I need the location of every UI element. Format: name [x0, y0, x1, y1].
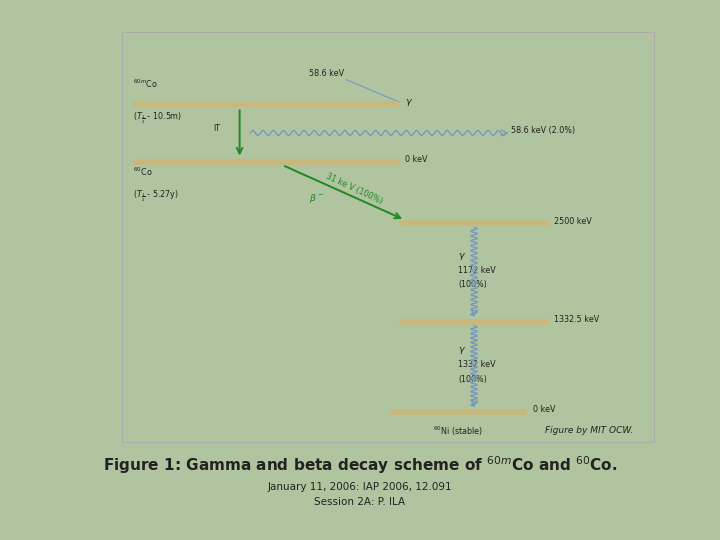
Text: Figure by MIT OCW.: Figure by MIT OCW.	[545, 426, 634, 435]
Text: 58.6 keV (2.0%): 58.6 keV (2.0%)	[511, 126, 575, 136]
Text: (100%): (100%)	[458, 375, 487, 384]
Text: $(T_{\frac{1}{2}}$ - 10.5m): $(T_{\frac{1}{2}}$ - 10.5m)	[133, 110, 182, 126]
Text: 0 keV: 0 keV	[533, 406, 555, 415]
Text: January 11, 2006: IAP 2006, 12.091: January 11, 2006: IAP 2006, 12.091	[268, 482, 452, 492]
Text: $^{60}$Ni (stable): $^{60}$Ni (stable)	[433, 424, 483, 438]
Text: Figure 1: Gamma and beta decay scheme of $^{60m}$Co and $^{60}$Co.: Figure 1: Gamma and beta decay scheme of…	[103, 455, 617, 476]
Text: $\beta^-$: $\beta^-$	[309, 192, 324, 205]
Text: 1332 keV: 1332 keV	[458, 360, 495, 369]
Text: 58.6 keV: 58.6 keV	[309, 69, 344, 78]
Text: (100%): (100%)	[458, 280, 487, 289]
Text: $^{60m}$Co: $^{60m}$Co	[133, 77, 158, 90]
Text: 0 keV: 0 keV	[405, 155, 427, 164]
Text: Session 2A: P. ILA: Session 2A: P. ILA	[315, 497, 405, 507]
Text: 31 ke V (100%): 31 ke V (100%)	[325, 172, 384, 206]
Text: 1332.5 keV: 1332.5 keV	[554, 315, 599, 324]
Text: 1172 keV: 1172 keV	[458, 266, 496, 275]
Text: IT: IT	[213, 124, 220, 133]
Text: $(T_{\frac{1}{2}}$ - 5.27y): $(T_{\frac{1}{2}}$ - 5.27y)	[133, 188, 179, 204]
Text: $\gamma$: $\gamma$	[458, 251, 466, 261]
Text: 2500 keV: 2500 keV	[554, 217, 592, 226]
Text: $\gamma$: $\gamma$	[458, 345, 466, 356]
Text: $\gamma$: $\gamma$	[405, 97, 413, 107]
Text: $^{60}$Co: $^{60}$Co	[133, 166, 153, 178]
